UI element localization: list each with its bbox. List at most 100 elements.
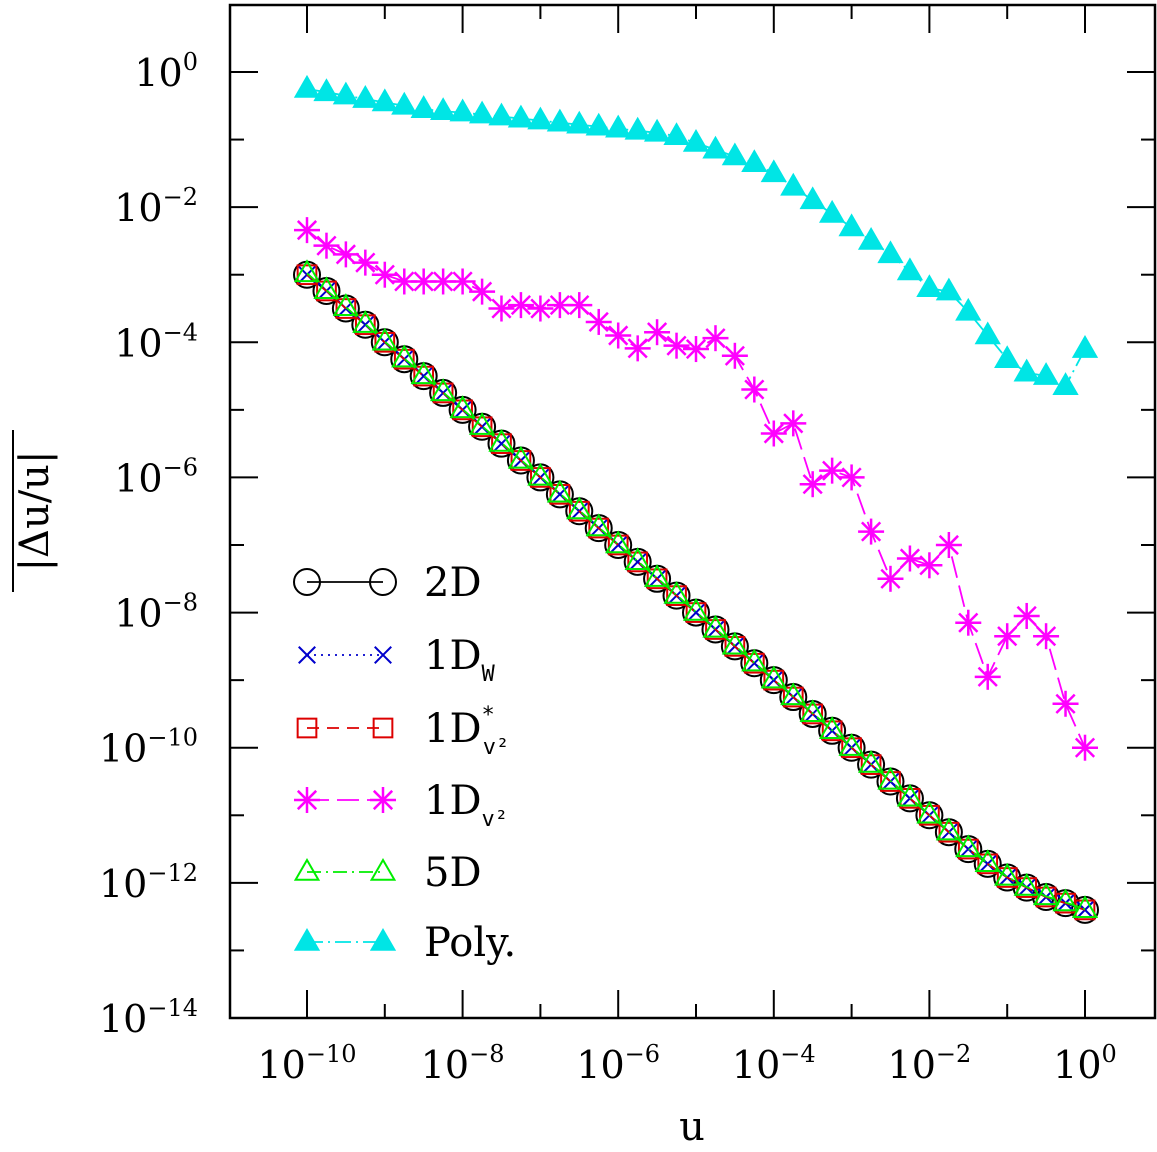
data-point <box>1052 888 1079 912</box>
data-point <box>1052 372 1079 395</box>
x-tick-label-base: 10 <box>1053 1043 1101 1087</box>
data-point <box>955 834 982 858</box>
data-point <box>588 517 610 539</box>
y-tick-label-exp: 0 <box>183 48 198 76</box>
data-point <box>507 445 535 469</box>
data-point <box>507 292 534 319</box>
x-tick-label-base: 10 <box>257 1043 305 1087</box>
data-point <box>644 319 671 346</box>
legend-label-sup: * <box>482 703 495 728</box>
data-point <box>605 322 632 349</box>
data-point <box>374 331 396 353</box>
legend-item: 2D <box>293 560 482 606</box>
x-tick-label: 100 <box>1053 1040 1117 1087</box>
x-tick-label-exp: −2 <box>936 1040 971 1068</box>
data-point <box>294 217 320 244</box>
data-point <box>1033 623 1060 650</box>
data-point <box>663 122 690 146</box>
series-2 <box>296 264 1096 921</box>
data-point <box>627 551 649 573</box>
data-point <box>566 110 593 134</box>
data-point <box>449 268 476 295</box>
data-point <box>566 496 593 520</box>
data-point <box>860 754 882 775</box>
data-point <box>857 749 885 773</box>
x-tick-label: 10−4 <box>732 1040 816 1087</box>
data-point <box>818 716 846 739</box>
data-point <box>1013 872 1040 896</box>
data-point <box>527 295 554 322</box>
series-5 <box>293 74 1099 395</box>
data-point <box>313 78 340 102</box>
y-tick-label-base: 10 <box>99 727 147 771</box>
y-tick-label: 10−2 <box>114 183 198 230</box>
data-point <box>705 619 726 640</box>
data-point <box>469 278 496 305</box>
data-point <box>530 467 551 488</box>
y-tick-label-base: 10 <box>99 997 147 1041</box>
y-tick-label-base: 10 <box>114 321 162 365</box>
data-point <box>819 457 846 484</box>
y-tick-label-exp: −2 <box>163 183 198 211</box>
y-tick-label-base: 10 <box>99 862 147 906</box>
legend-marker-right <box>374 646 392 664</box>
legend-label-sub: W <box>482 662 496 687</box>
data-point <box>702 614 729 638</box>
x-tick-label-base: 10 <box>732 1043 780 1087</box>
y-tick-label-exp: −10 <box>147 724 198 752</box>
data-point <box>1071 335 1099 358</box>
legend-marker-right <box>370 787 396 813</box>
x-tick-label: 10−10 <box>257 1040 356 1087</box>
y-tick-label-exp: −4 <box>163 318 198 346</box>
data-point <box>841 737 862 759</box>
data-point <box>313 232 340 259</box>
data-point <box>643 564 671 587</box>
data-point <box>1071 895 1099 919</box>
data-point <box>877 766 904 790</box>
data-point <box>488 102 515 126</box>
data-point <box>335 298 357 319</box>
data-point <box>977 853 999 875</box>
legend-label-name: 1D <box>424 633 482 679</box>
series-line <box>306 272 1086 911</box>
data-point <box>371 261 398 288</box>
legend-marker-left <box>293 927 321 951</box>
data-point <box>452 399 473 421</box>
data-point <box>546 479 574 503</box>
x-tick-label: 10−6 <box>576 1040 660 1087</box>
data-point <box>546 108 574 132</box>
data-point <box>624 335 651 362</box>
legend-marker-right <box>369 857 397 881</box>
y-tick-label-exp: −6 <box>163 453 198 481</box>
data-point <box>332 293 360 316</box>
data-point <box>663 580 690 604</box>
data-point <box>391 344 418 368</box>
y-tick-label: 10−14 <box>99 994 198 1041</box>
data-point <box>432 382 454 404</box>
data-point <box>880 771 901 792</box>
data-point <box>838 464 865 491</box>
legend-item: Poly. <box>293 920 516 966</box>
data-point <box>527 106 554 130</box>
data-point <box>743 652 765 674</box>
data-point <box>507 104 535 128</box>
y-tick-label-base: 10 <box>134 51 182 95</box>
series-3 <box>294 217 1098 761</box>
legend-marker-left <box>293 857 321 881</box>
x-tick-label: 10−8 <box>421 1040 505 1087</box>
x-tick-label: 10−2 <box>888 1040 972 1087</box>
y-tick-label: 10−12 <box>99 859 198 906</box>
data-point <box>799 471 826 498</box>
data-point <box>293 74 321 98</box>
data-point <box>994 623 1021 650</box>
y-tick-label-exp: −12 <box>147 859 198 887</box>
legend-label-name: 1D <box>424 706 482 752</box>
data-point <box>449 395 476 419</box>
data-point <box>741 376 768 403</box>
data-point <box>585 308 612 335</box>
data-point <box>702 135 729 159</box>
series-4 <box>293 259 1099 919</box>
